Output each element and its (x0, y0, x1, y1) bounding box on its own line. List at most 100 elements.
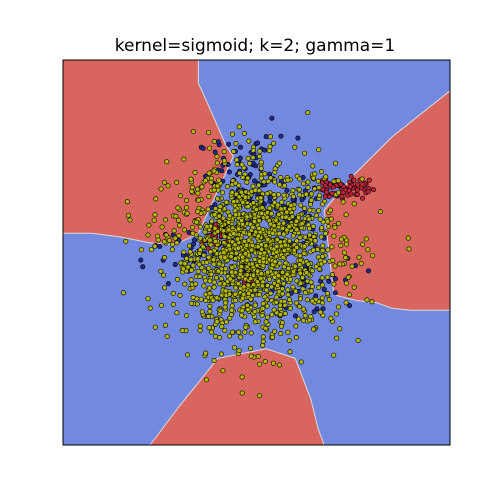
data-point-yellow (324, 290, 330, 296)
data-point-yellow (315, 178, 321, 184)
data-point-yellow (275, 192, 281, 198)
data-point-yellow (286, 338, 292, 344)
data-point-yellow (343, 212, 349, 218)
data-point-yellow (195, 268, 201, 274)
data-point-yellow (274, 243, 280, 249)
data-point-red (339, 194, 345, 200)
data-point-yellow (252, 309, 258, 315)
data-point-yellow (221, 149, 227, 155)
data-point-yellow (318, 234, 324, 240)
data-point-yellow (180, 266, 186, 272)
data-point-yellow (282, 242, 288, 248)
data-point-yellow (238, 334, 244, 340)
data-point-blue (262, 147, 268, 153)
data-point-yellow (204, 224, 210, 230)
data-point-yellow (319, 201, 325, 207)
data-point-yellow (245, 155, 251, 161)
data-point-yellow (302, 290, 308, 296)
data-point-yellow (179, 327, 185, 333)
data-point-yellow (263, 319, 269, 325)
data-point-yellow (272, 259, 278, 265)
data-point-yellow (355, 337, 361, 343)
data-point-yellow (211, 261, 217, 267)
data-point-blue (311, 309, 317, 315)
data-point-yellow (280, 225, 286, 231)
data-point-yellow (152, 324, 158, 330)
data-point-yellow (253, 207, 259, 213)
data-point-yellow (145, 232, 151, 238)
data-point-yellow (166, 237, 172, 243)
data-point-yellow (203, 350, 209, 356)
data-point-yellow (243, 324, 249, 330)
data-point-yellow (296, 192, 302, 198)
data-point-blue (284, 187, 290, 193)
data-point-yellow (312, 238, 318, 244)
data-point-yellow (292, 263, 298, 269)
data-point-yellow (260, 300, 266, 306)
data-point-yellow (221, 240, 227, 246)
data-point-red (354, 182, 360, 188)
data-point-yellow (124, 199, 130, 205)
data-point-blue (157, 243, 163, 249)
data-point-yellow (187, 249, 193, 255)
data-point-yellow (193, 281, 199, 287)
data-point-yellow (250, 224, 256, 230)
data-point-yellow (262, 171, 268, 177)
data-point-yellow (228, 254, 234, 260)
data-point-yellow (223, 319, 229, 325)
data-point-red (355, 192, 361, 198)
data-point-yellow (290, 233, 296, 239)
data-point-yellow (273, 299, 279, 305)
data-point-yellow (195, 256, 201, 262)
data-point-yellow (343, 300, 349, 306)
data-point-yellow (158, 186, 164, 192)
data-point-yellow (258, 271, 264, 277)
data-point-yellow (182, 261, 188, 267)
data-point-yellow (281, 220, 287, 226)
data-point-yellow (281, 281, 287, 287)
data-point-yellow (297, 253, 303, 259)
data-point-yellow (331, 352, 337, 358)
data-point-yellow (220, 190, 226, 196)
data-point-yellow (268, 211, 274, 217)
data-point-yellow (244, 272, 250, 278)
data-point-yellow (343, 280, 349, 286)
data-point-yellow (249, 261, 255, 267)
data-point-yellow (174, 310, 180, 316)
data-point-yellow (282, 310, 288, 316)
data-point-yellow (323, 174, 329, 180)
data-point-yellow (207, 308, 213, 314)
data-point-yellow (274, 237, 280, 243)
data-point-yellow (294, 278, 300, 284)
data-point-yellow (170, 241, 176, 247)
data-point-yellow (308, 279, 314, 285)
data-point-yellow (164, 333, 170, 339)
data-point-yellow (244, 214, 250, 220)
data-point-yellow (287, 349, 293, 355)
data-point-yellow (294, 227, 300, 233)
data-point-yellow (233, 212, 239, 218)
data-point-yellow (275, 273, 281, 279)
data-point-yellow (363, 236, 369, 242)
data-point-yellow (229, 303, 235, 309)
data-point-yellow (229, 189, 235, 195)
data-point-yellow (121, 290, 127, 296)
data-point-yellow (229, 264, 235, 270)
data-point-yellow (188, 300, 194, 306)
data-point-yellow (206, 325, 212, 331)
data-point-yellow (238, 268, 244, 274)
data-point-yellow (308, 201, 314, 207)
data-point-yellow (252, 187, 258, 193)
data-point-yellow (159, 224, 165, 230)
data-point-yellow (336, 220, 342, 226)
data-point-blue (269, 115, 275, 121)
data-point-yellow (273, 294, 279, 300)
data-point-yellow (151, 217, 157, 223)
data-point-yellow (195, 209, 201, 215)
data-point-yellow (212, 238, 218, 244)
data-point-yellow (342, 255, 348, 261)
data-point-yellow (163, 232, 169, 238)
data-point-yellow (244, 242, 250, 248)
data-point-yellow (226, 219, 232, 225)
data-point-red (348, 191, 354, 197)
